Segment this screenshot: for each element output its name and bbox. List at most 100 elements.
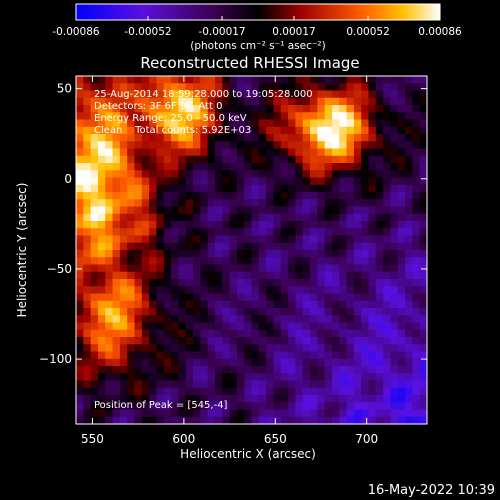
heatmap-cell xyxy=(83,380,92,389)
heatmap-cell xyxy=(302,358,311,367)
heatmap-cell xyxy=(375,206,384,215)
heatmap-cell xyxy=(251,134,260,142)
heatmap-cell xyxy=(178,279,187,287)
heatmap-cell xyxy=(324,126,333,135)
heatmap-cell xyxy=(244,83,252,91)
heatmap-cell xyxy=(76,83,84,91)
heatmap-cell xyxy=(273,402,282,410)
heatmap-cell xyxy=(236,199,245,207)
heatmap-cell xyxy=(134,402,143,410)
heatmap-cell xyxy=(141,235,150,244)
heatmap-cell xyxy=(112,228,121,236)
colorbar-tick-label: -0.00017 xyxy=(198,26,245,38)
heatmap-cell xyxy=(207,221,216,229)
heatmap-cell xyxy=(163,148,172,157)
heatmap-cell xyxy=(324,199,333,207)
heatmap-cell xyxy=(141,97,150,106)
heatmap-cell xyxy=(229,257,238,265)
heatmap-cell xyxy=(280,257,289,265)
heatmap-cell xyxy=(90,416,99,425)
heatmap-cell xyxy=(346,293,355,302)
heatmap-cell xyxy=(273,83,282,91)
heatmap-cell xyxy=(200,192,209,200)
heatmap-cell xyxy=(83,373,92,381)
heatmap-cell xyxy=(397,112,406,120)
heatmap-cell xyxy=(163,250,172,258)
heatmap-cell xyxy=(368,206,377,215)
heatmap-cell xyxy=(390,83,399,91)
heatmap-cell xyxy=(171,344,179,352)
heatmap-cell xyxy=(185,257,194,265)
heatmap-cell xyxy=(310,351,318,360)
heatmap-cell xyxy=(339,322,347,331)
heatmap-cell xyxy=(178,366,187,374)
heatmap-cell xyxy=(236,90,245,99)
heatmap-cell xyxy=(90,322,99,331)
heatmap-cell xyxy=(273,90,282,99)
heatmap-cell xyxy=(244,380,252,389)
heatmap-cell xyxy=(324,141,333,149)
heatmap-cell xyxy=(251,264,260,273)
heatmap-cell xyxy=(105,221,113,229)
heatmap-cell xyxy=(324,409,333,418)
heatmap-cell xyxy=(295,192,304,200)
heatmap-cell xyxy=(346,366,355,374)
heatmap-cell xyxy=(288,380,296,389)
heatmap-cell xyxy=(361,279,369,287)
heatmap-cell xyxy=(317,409,326,418)
heatmap-cell xyxy=(266,199,274,207)
heatmap-cell xyxy=(97,221,106,229)
heatmap-cell xyxy=(258,163,267,171)
heatmap-cell xyxy=(214,395,223,403)
heatmap-cell xyxy=(251,387,260,396)
heatmap-cell xyxy=(207,293,216,302)
heatmap-cell xyxy=(178,409,187,418)
heatmap-cell xyxy=(339,271,347,280)
heatmap-cell xyxy=(119,264,128,273)
heatmap-cell xyxy=(105,97,113,106)
heatmap-cell xyxy=(346,286,355,294)
heatmap-cell xyxy=(222,192,230,200)
heatmap-cell xyxy=(83,192,92,200)
heatmap-cell xyxy=(134,134,143,142)
heatmap-cell xyxy=(375,192,384,200)
heatmap-cell xyxy=(310,206,318,215)
heatmap-cell xyxy=(214,257,223,265)
heatmap-cell xyxy=(149,206,157,215)
heatmap-cell xyxy=(112,199,121,207)
heatmap-cell xyxy=(310,83,318,91)
heatmap-cell xyxy=(390,192,399,200)
heatmap-cell xyxy=(236,308,245,316)
heatmap-cell xyxy=(97,402,106,410)
heatmap-cell xyxy=(222,90,230,99)
heatmap-cell xyxy=(112,257,121,265)
heatmap-cell xyxy=(90,192,99,200)
heatmap-cell xyxy=(222,155,230,164)
heatmap-cell xyxy=(375,184,384,193)
heatmap-cell xyxy=(383,416,391,425)
heatmap-cell xyxy=(288,402,296,410)
heatmap-cell xyxy=(83,206,92,215)
heatmap-cell xyxy=(346,380,355,389)
heatmap-cell xyxy=(193,344,201,352)
heatmap-cell xyxy=(207,213,216,222)
heatmap-cell xyxy=(127,293,135,302)
heatmap-cell xyxy=(127,206,135,215)
heatmap-cell xyxy=(127,112,135,120)
heatmap-cell xyxy=(105,373,113,381)
heatmap-cell xyxy=(266,416,274,425)
heatmap-cell xyxy=(90,387,99,396)
heatmap-cell xyxy=(141,155,150,164)
heatmap-cell xyxy=(141,141,150,149)
heatmap-cell xyxy=(375,337,384,345)
heatmap-cell xyxy=(324,337,333,345)
heatmap-cell xyxy=(236,105,245,113)
heatmap-cell xyxy=(229,271,238,280)
heatmap-cell xyxy=(141,170,150,178)
heatmap-cell xyxy=(324,213,333,222)
heatmap-cell xyxy=(105,300,113,309)
heatmap-cell xyxy=(368,373,377,381)
heatmap-cell xyxy=(361,90,369,99)
heatmap-cell xyxy=(83,308,92,316)
heatmap-cell xyxy=(258,119,267,128)
